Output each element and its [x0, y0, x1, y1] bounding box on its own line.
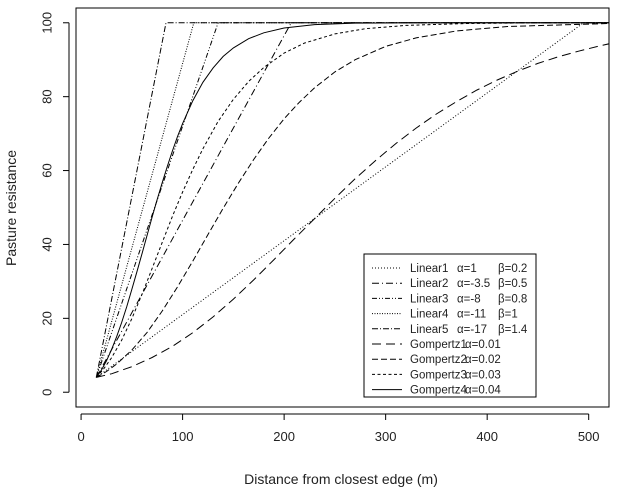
legend-param-alpha: α=1 — [457, 263, 477, 275]
legend-param-beta: β=1 — [498, 309, 518, 321]
legend-box — [363, 253, 537, 398]
series-line-gompertz1 — [96, 43, 609, 378]
legend-param-alpha: α=-11 — [457, 309, 486, 321]
legend-param-alpha: α=-17 — [457, 324, 487, 336]
x-axis-title: Distance from closest edge (m) — [244, 471, 438, 487]
legend-label: Gompertz4 — [410, 385, 467, 397]
legend-label: Linear1 — [410, 263, 448, 275]
x-tick-label: 300 — [375, 429, 397, 444]
x-tick-label: 400 — [476, 429, 498, 444]
y-tick-label: 60 — [39, 163, 54, 177]
y-tick-label: 20 — [39, 311, 54, 325]
y-tick-label: 40 — [39, 237, 54, 251]
legend-label: Linear4 — [410, 309, 449, 321]
legend-param-beta: β=0.8 — [498, 293, 527, 305]
legend-param-beta: β=0.2 — [498, 263, 527, 275]
legend-param-beta: β=0.5 — [498, 278, 527, 290]
series-layer — [95, 22, 609, 378]
legend-label: Linear2 — [410, 278, 448, 290]
series-line-linear3 — [95, 22, 609, 378]
legend-param-alpha: α=-8 — [457, 293, 481, 305]
legend: Linear1 α=1 β=0.2 Linear2 α=-3.5 β=0.5 Linear3… — [363, 253, 537, 398]
y-tick-label: 0 — [39, 389, 54, 396]
series-line-gompertz2 — [96, 23, 609, 378]
x-tick-label: 0 — [77, 429, 84, 444]
legend-label: Gompertz2 — [410, 354, 467, 366]
legend-label: Gompertz1 — [410, 339, 467, 351]
legend-param-alpha: α=0.04 — [465, 385, 501, 397]
legend-param-alpha: α=0.01 — [465, 339, 501, 351]
legend-param-beta: β=1.4 — [498, 324, 528, 336]
y-tick-label: 80 — [39, 89, 54, 103]
x-axis: 0 100 200 300 400 500 — [77, 413, 600, 444]
y-tick-label: 100 — [39, 12, 54, 34]
x-tick-label: 100 — [172, 429, 194, 444]
legend-param-alpha: α=0.03 — [465, 369, 501, 381]
y-axis-title: Pasture resistance — [3, 150, 19, 266]
x-tick-label: 500 — [578, 429, 600, 444]
legend-label: Linear5 — [410, 324, 448, 336]
legend-label: Linear3 — [410, 293, 448, 305]
x-tick-label: 200 — [273, 429, 295, 444]
plot-frame — [75, 7, 610, 408]
legend-param-alpha: α=-3.5 — [457, 278, 490, 290]
series-line-gompertz4 — [95, 22, 609, 378]
y-axis: 0 20 40 60 80 100 — [39, 12, 70, 396]
legend-param-alpha: α=0.02 — [465, 354, 501, 366]
legend-label: Gompertz3 — [410, 369, 467, 381]
